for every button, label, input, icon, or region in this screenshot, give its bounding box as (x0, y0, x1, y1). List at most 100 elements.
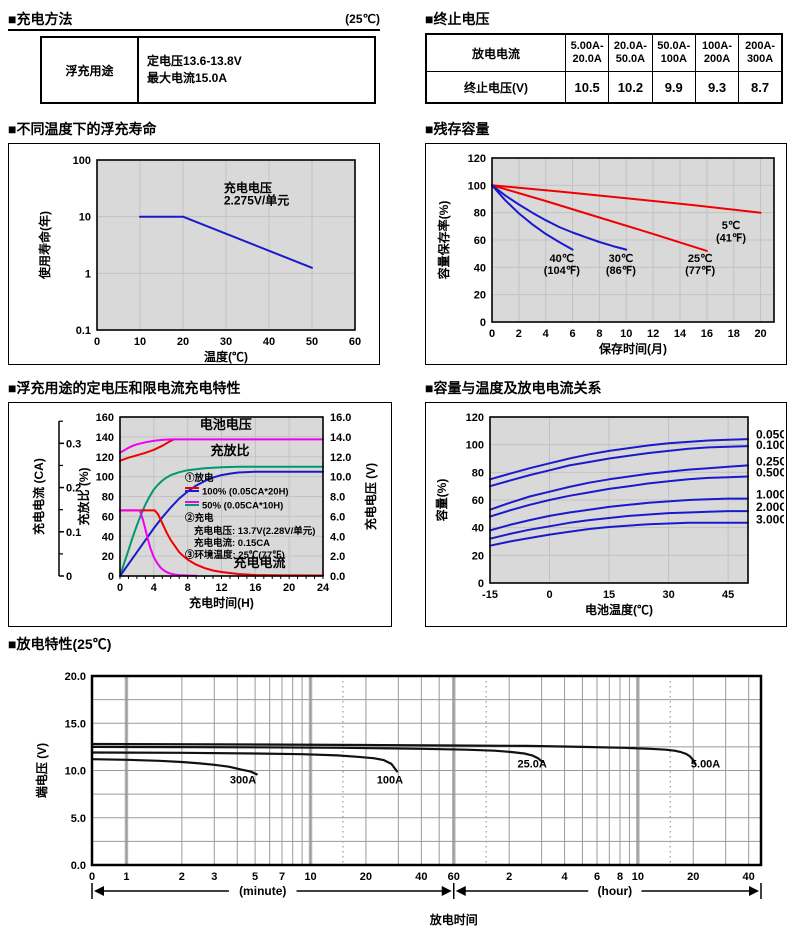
spec-tables-row: ■充电方法 (25℃) 浮充用途 定电压13.6-13.8V 最大电流15.0A… (8, 10, 785, 104)
legend-line: 充电电流: 0.15CA (194, 538, 271, 550)
svg-text:7: 7 (279, 871, 285, 883)
svg-text:(104℉): (104℉) (544, 265, 580, 277)
svg-text:100: 100 (73, 155, 91, 167)
end-voltage-section: ■终止电压 放电电流 5.00A- 20.0A 20.0A- 50.0A 50.… (425, 10, 785, 104)
current-range-col: 20.0A- 50.0A (608, 33, 653, 72)
svg-text:20: 20 (177, 336, 189, 348)
section-title-text: ■充电方法 (8, 11, 73, 27)
svg-text:容量保存率(%): 容量保存率(%) (436, 201, 451, 281)
svg-text:12: 12 (647, 328, 659, 340)
svg-text:0: 0 (94, 336, 100, 348)
svg-text:60: 60 (349, 336, 361, 348)
table-row: 终止电压(V) 10.5 10.2 9.9 9.3 8.7 (425, 71, 783, 104)
svg-text:5℃: 5℃ (722, 220, 740, 232)
svg-text:0.2: 0.2 (66, 483, 81, 495)
svg-text:充电电压 (V): 充电电压 (V) (363, 463, 378, 530)
svg-text:60: 60 (102, 511, 114, 523)
svg-text:16.0: 16.0 (330, 412, 351, 424)
float-life-section: ■不同温度下的浮充寿命 0 10 20 30 40 50 60 0.1 1 10 100 温度(℃) 使… (8, 120, 380, 365)
table-row: 放电电流 5.00A- 20.0A 20.0A- 50.0A 50.0A- 10… (425, 33, 783, 72)
charge-chart-legend: ①放电 100% (0.05CA*20H) 50% (0.05CA*10H) ②… (185, 473, 315, 563)
section-title-text: ■容量与温度及放电电流关系 (425, 380, 602, 396)
float-life-chart: 0 10 20 30 40 50 60 0.1 1 10 100 温度(℃) 使用寿命(年) 充电电压 2.… (8, 143, 380, 365)
svg-text:8.0: 8.0 (330, 492, 345, 504)
svg-text:40: 40 (743, 871, 755, 883)
svg-text:1: 1 (123, 871, 129, 883)
svg-text:20: 20 (754, 328, 766, 340)
section-title-text: ■不同温度下的浮充寿命 (8, 121, 157, 137)
temperature-note: (25℃) (345, 12, 380, 26)
svg-text:20: 20 (360, 871, 372, 883)
svg-text:25.0A: 25.0A (517, 759, 546, 771)
charge-characteristics-chart-canvas: 0 4 8 12 16 20 24 0 20 40 60 80 100 120 140 160 0.0 2.0 4.… (31, 412, 378, 610)
legend-line-marks (185, 499, 199, 508)
svg-text:充电电流 (CA): 充电电流 (CA) (31, 458, 46, 535)
svg-text:40: 40 (415, 871, 427, 883)
svg-text:40: 40 (472, 523, 484, 535)
charge-characteristics-section: ■浮充用途的定电压和限电流充电特性 0 4 8 12 16 20 24 0 20 40 60 80 10… (8, 379, 392, 627)
svg-text:10.0: 10.0 (330, 472, 351, 484)
svg-text:0: 0 (478, 578, 484, 590)
svg-text:充电电压: 充电电压 (224, 180, 272, 195)
end-voltage-value: 10.5 (564, 71, 610, 104)
svg-text:10: 10 (79, 212, 91, 224)
svg-text:140: 140 (96, 432, 114, 444)
charging-method-table: 浮充用途 定电压13.6-13.8V 最大电流15.0A (40, 36, 376, 104)
residual-capacity-chart: 0 2 4 6 8 10 12 14 16 18 20 0 20 40 60 80 100 120 保存时间(月) 容… (425, 143, 787, 365)
blue-line-mark (185, 490, 199, 493)
end-voltage-title: ■终止电压 (425, 10, 785, 28)
svg-text:25℃: 25℃ (688, 253, 713, 265)
svg-text:0.0: 0.0 (71, 860, 86, 872)
charge-characteristics-chart: 0 4 8 12 16 20 24 0 20 40 60 80 100 120 140 160 0.0 2.0 4.… (8, 402, 392, 627)
red-line-mark (185, 486, 199, 489)
legend-line-marks (185, 485, 199, 494)
svg-text:0.25CA: 0.25CA (756, 454, 784, 468)
svg-text:8: 8 (596, 328, 602, 340)
svg-text:端电压 (V): 端电压 (V) (34, 743, 49, 798)
svg-text:5.00A: 5.00A (691, 759, 720, 771)
svg-text:10: 10 (134, 336, 146, 348)
discharge-title: ■放电特性(25℃) (0, 635, 788, 653)
charging-method-section: ■充电方法 (25℃) 浮充用途 定电压13.6-13.8V 最大电流15.0A (8, 10, 380, 104)
svg-text:3: 3 (211, 871, 217, 883)
svg-text:10.0: 10.0 (65, 766, 86, 778)
svg-text:2.00CA: 2.00CA (756, 500, 784, 514)
svg-text:16: 16 (701, 328, 713, 340)
charts-row-1: ■不同温度下的浮充寿命 0 10 20 30 40 50 60 0.1 1 10 100 温度(℃) 使… (8, 120, 787, 365)
svg-text:20: 20 (102, 551, 114, 563)
section-title-text: ■放电特性(25℃) (8, 636, 112, 652)
svg-text:14: 14 (674, 328, 687, 340)
svg-text:1: 1 (85, 268, 91, 280)
svg-text:160: 160 (96, 412, 114, 424)
svg-text:0: 0 (480, 317, 486, 329)
svg-text:0.50CA: 0.50CA (756, 465, 784, 479)
svg-text:0: 0 (108, 571, 114, 583)
green-line-mark (185, 504, 199, 507)
legend-line: 充电电压: 13.7V(2.28V/单元) (194, 525, 316, 537)
svg-text:120: 120 (96, 452, 114, 464)
svg-text:充电电流: 充电电流 (234, 555, 286, 570)
svg-text:4: 4 (562, 871, 569, 883)
svg-text:30: 30 (220, 336, 232, 348)
current-range-col: 5.00A- 20.0A (564, 33, 610, 72)
svg-text:80: 80 (102, 492, 114, 504)
current-range-col: 200A- 300A (738, 33, 783, 72)
svg-text:保存时间(月): 保存时间(月) (598, 341, 667, 356)
svg-text:10: 10 (632, 871, 644, 883)
svg-text:0: 0 (546, 589, 552, 601)
legend-line: 50% (0.05CA*10H) (185, 499, 315, 513)
svg-text:15.0: 15.0 (65, 718, 86, 730)
svg-text:(hour): (hour) (598, 884, 633, 898)
section-title-text: ■浮充用途的定电压和限电流充电特性 (8, 380, 241, 396)
svg-text:0: 0 (66, 571, 72, 583)
svg-text:20: 20 (283, 582, 295, 594)
end-voltage-value: 9.3 (694, 71, 740, 104)
svg-text:20.0: 20.0 (65, 671, 86, 683)
end-voltage-table: 放电电流 5.00A- 20.0A 20.0A- 50.0A 50.0A- 10… (425, 33, 783, 104)
svg-text:60: 60 (472, 495, 484, 507)
svg-text:100: 100 (468, 180, 486, 192)
capacity-temperature-section: ■容量与温度及放电电流关系 -15 0 15 30 45 0 20 40 60 80 100 120 电… (425, 379, 787, 627)
svg-text:100: 100 (96, 472, 114, 484)
end-voltage-value: 8.7 (738, 71, 783, 104)
svg-text:充电时间(H): 充电时间(H) (189, 595, 254, 610)
